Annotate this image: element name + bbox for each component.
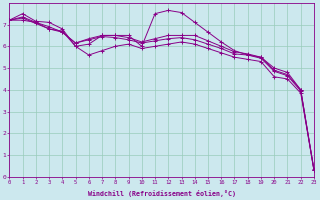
X-axis label: Windchill (Refroidissement éolien,°C): Windchill (Refroidissement éolien,°C) [88,190,236,197]
